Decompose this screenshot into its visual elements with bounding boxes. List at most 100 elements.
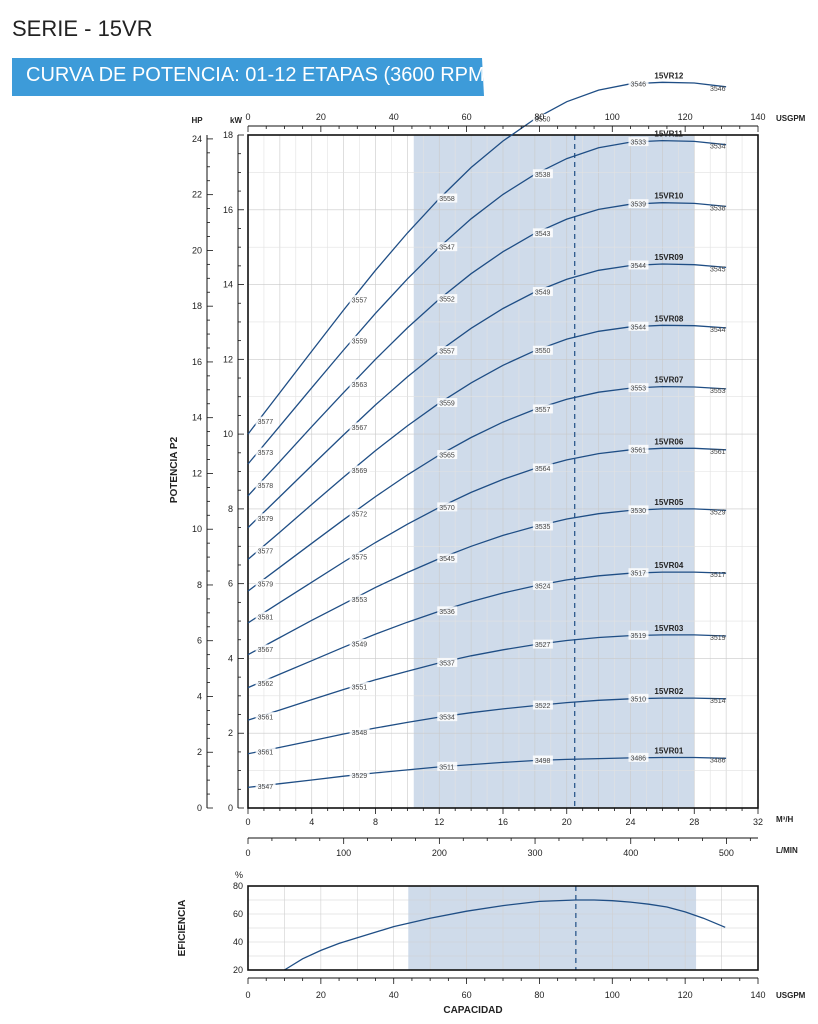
rpm-label: 3547 [439,245,455,252]
rpm-label: 3533 [631,140,647,147]
rpm-label-bg [628,444,649,454]
rpm-label-bg [255,644,276,654]
eff-x-tick-label: 0 [245,990,250,1000]
rpm-label-bg [628,752,649,762]
m3h-unit: M³/H [776,815,794,824]
rpm-label-bg [532,580,553,590]
hp-tick-label: 6 [197,636,202,646]
model-label: 15VR06 [654,437,683,446]
model-label: 15VR04 [654,561,683,570]
rpm-label: 3558 [439,196,455,203]
rpm-label-bg [437,657,458,667]
rpm-label: 3546 [631,81,647,88]
end-rpm-label: 3529 [710,509,726,516]
efficiency-curve [284,899,726,971]
model-label: 15VR07 [654,376,683,385]
rpm-label-bg [532,228,553,238]
lmin-tick-label: 100 [336,848,351,858]
hp-tick-label: 2 [197,747,202,757]
rpm-label: 3550 [535,348,551,355]
hp-tick-label: 16 [192,357,202,367]
rpm-label: 3511 [439,764,454,771]
usgpm-tick-label: 0 [245,112,250,122]
rpm-label-bg [628,693,649,703]
rpm-label: 3538 [535,172,551,179]
rpm-label: 3522 [535,703,551,710]
kw-tick-label: 8 [228,504,233,514]
rpm-label: 3579 [258,516,274,523]
rpm-label: 3544 [631,263,647,270]
model-label: 15VR11 [654,130,683,139]
hp-tick-label: 0 [197,803,202,813]
eff-y-tick-label: 40 [233,937,243,947]
rpm-label-bg [532,639,553,649]
rpm-label: 3535 [535,524,551,531]
rpm-label-bg [349,335,370,345]
end-rpm-label: 3553 [710,388,726,395]
chart-title: CURVA DE POTENCIA: 01-12 ETAPAS (3600 RP… [26,64,492,86]
eff-y-unit: % [235,870,243,880]
power-chart: 3547 3529 3511 3498 3486 15VR01 3486 3561 3548 35… [169,71,806,858]
rpm-label-bg [437,294,458,304]
rpm-label: 3519 [631,633,647,640]
kw-unit: kW [230,116,242,125]
rpm-label-bg [628,78,649,88]
rpm-label-bg [628,199,649,209]
lmin-tick-label: 300 [528,848,543,858]
rpm-label: 3543 [535,231,551,238]
m3h-tick-label: 24 [625,817,635,827]
hp-unit: HP [191,116,203,125]
kw-tick-label: 18 [223,130,233,140]
eff-y-tick-label: 20 [233,965,243,975]
model-label: 15VR02 [654,687,683,696]
rpm-label-bg [255,678,276,688]
rpm-label: 3548 [352,730,368,737]
rpm-label: 3557 [535,407,551,414]
hp-tick-label: 18 [192,301,202,311]
eff-plot-frame [247,885,759,971]
m3h-tick-label: 0 [245,817,250,827]
rpm-label: 3552 [439,297,455,304]
rpm-label: 3564 [535,466,551,473]
end-rpm-label: 3561 [710,449,726,456]
model-label: 15VR01 [654,747,683,756]
rpm-label-bg [532,345,553,355]
usgpm-tick-label: 100 [605,112,620,122]
rpm-label-bg [255,746,276,756]
m3h-tick-label: 12 [434,817,444,827]
rpm-label: 3553 [631,386,647,393]
rpm-label-bg [437,712,458,722]
kw-tick-label: 0 [228,803,233,813]
rpm-label-bg [532,169,553,179]
end-rpm-label: 3538 [710,205,726,212]
rpm-label: 3534 [439,715,455,722]
efficiency-chart: 20 40 60 80% EFICIENCIA 0 20 40 60 80 100 120 140 USG… [177,870,806,1016]
hp-tick-label: 14 [192,413,202,423]
rpm-label-bg [349,295,370,305]
rpm-label: 3549 [535,290,551,297]
rpm-label-bg [628,630,649,640]
model-label: 15VR12 [654,71,683,80]
end-rpm-label: 3546 [710,86,726,93]
rpm-label: 3561 [631,447,647,454]
rpm-label: 3547 [258,784,274,791]
lmin-tick-label: 0 [245,848,250,858]
rpm-label: 3575 [352,555,368,562]
rpm-label-bg [628,137,649,147]
hp-tick-label: 24 [192,134,202,144]
rpm-label-bg [532,404,553,414]
eff-x-tick-label: 80 [534,990,544,1000]
lmin-unit: L/MIN [776,846,798,855]
rpm-label: 3577 [258,549,274,556]
rpm-label-bg [628,260,649,270]
m3h-tick-label: 8 [373,817,378,827]
rpm-label: 3524 [535,583,551,590]
end-rpm-label: 3545 [710,266,726,273]
eff-x-tick-label: 40 [389,990,399,1000]
rpm-label: 3561 [258,715,274,722]
eff-x-tick-label: 100 [605,990,620,1000]
kw-tick-label: 6 [228,579,233,589]
rpm-label-bg [437,346,458,356]
rpm-label-bg [349,552,370,562]
usgpm-tick-label: 140 [750,112,765,122]
